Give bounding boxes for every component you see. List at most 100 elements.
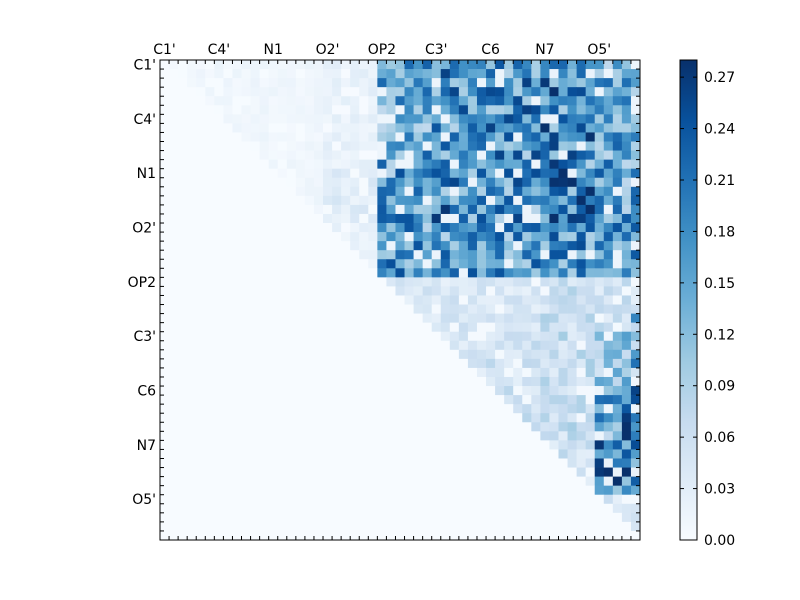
heatmap-cell	[250, 530, 260, 541]
heatmap-cell	[476, 485, 487, 496]
heatmap-cell	[341, 476, 351, 487]
heatmap-cell	[323, 349, 333, 360]
heatmap-cell	[386, 223, 396, 233]
heatmap-cell	[513, 195, 523, 206]
heatmap-cell	[286, 277, 297, 287]
heatmap-cell	[395, 259, 405, 269]
heatmap-cell	[567, 449, 577, 459]
heatmap-cell	[304, 431, 315, 441]
heatmap-cell	[223, 114, 233, 124]
heatmap-cell	[594, 277, 605, 287]
heatmap-cell	[449, 268, 460, 278]
heatmap-cell	[160, 440, 170, 450]
heatmap-cell	[341, 404, 351, 414]
heatmap-cell	[449, 78, 460, 88]
heatmap-cell	[558, 60, 568, 70]
heatmap-cell	[567, 177, 577, 188]
heatmap-cell	[458, 250, 469, 260]
heatmap-cell	[241, 123, 251, 133]
heatmap-cell	[486, 422, 496, 432]
heatmap-cell	[368, 96, 378, 106]
heatmap-cell	[187, 358, 197, 369]
heatmap-cell	[621, 413, 632, 423]
heatmap-cell	[395, 241, 405, 251]
heatmap-cell	[241, 195, 251, 206]
heatmap-cell	[476, 431, 487, 441]
heatmap-cell	[395, 141, 405, 151]
heatmap-cell	[241, 150, 251, 160]
heatmap-cell	[232, 186, 242, 197]
heatmap-cell	[594, 521, 605, 532]
heatmap-cell	[495, 241, 505, 251]
heatmap-cell	[504, 422, 514, 432]
heatmap-cell	[549, 186, 559, 197]
heatmap-cell	[458, 458, 469, 468]
heatmap-cell	[513, 78, 523, 88]
heatmap-cell	[621, 376, 632, 387]
heatmap-cell	[259, 395, 270, 405]
heatmap-cell	[223, 87, 233, 97]
heatmap-cell	[495, 105, 505, 115]
heatmap-cell	[304, 358, 315, 369]
heatmap-cell	[504, 141, 514, 151]
heatmap-cell	[359, 503, 369, 514]
heatmap-cell	[205, 376, 215, 387]
colorbar-tick-label: 0.24	[704, 122, 735, 138]
heatmap-cell	[341, 105, 351, 115]
heatmap-cell	[621, 521, 632, 532]
heatmap-cell	[350, 458, 360, 468]
heatmap-cell	[359, 467, 369, 477]
heatmap-cell	[585, 530, 596, 541]
heatmap-cell	[440, 286, 451, 296]
heatmap-cell	[323, 123, 333, 133]
heatmap-cell	[603, 358, 614, 369]
heatmap-cell	[205, 232, 215, 242]
heatmap-cell	[395, 78, 405, 88]
heatmap-cell	[458, 232, 469, 242]
heatmap-cell	[404, 105, 414, 115]
heatmap-cell	[504, 530, 514, 541]
heatmap-cell	[205, 241, 215, 251]
heatmap-cell	[404, 159, 414, 170]
heatmap-cell	[449, 358, 460, 369]
heatmap-cell	[621, 404, 632, 414]
heatmap-cell	[576, 304, 587, 314]
heatmap-cell	[350, 114, 360, 124]
heatmap-cell	[549, 141, 559, 151]
heatmap-cell	[196, 132, 206, 142]
heatmap-cell	[268, 376, 279, 387]
heatmap-cell	[232, 250, 242, 260]
heatmap-cell	[431, 458, 442, 468]
heatmap-cell	[612, 340, 623, 351]
heatmap-cell	[585, 114, 596, 124]
heatmap-cell	[223, 141, 233, 151]
heatmap-cell	[178, 458, 188, 468]
heatmap-cell	[395, 123, 405, 133]
heatmap-cell	[277, 395, 288, 405]
heatmap-cell	[332, 313, 342, 323]
y-tick-label: C6	[137, 384, 156, 400]
heatmap-cell	[495, 232, 505, 242]
heatmap-cell	[522, 467, 532, 477]
heatmap-cell	[549, 512, 559, 523]
heatmap-cell	[214, 521, 224, 532]
heatmap-cell	[576, 404, 587, 414]
heatmap-cell	[621, 250, 632, 260]
heatmap-cell	[241, 78, 251, 88]
heatmap-cell	[250, 413, 260, 423]
heatmap-cell	[585, 376, 596, 387]
heatmap-cell	[594, 96, 605, 106]
heatmap-cell	[549, 132, 559, 142]
heatmap-cell	[458, 105, 469, 115]
heatmap-cell	[250, 177, 260, 188]
heatmap-cell	[504, 114, 514, 124]
heatmap-cell	[395, 313, 405, 323]
heatmap-cell	[286, 223, 297, 233]
heatmap-cell	[295, 204, 306, 215]
heatmap-cell	[386, 458, 396, 468]
heatmap-cell	[540, 376, 550, 387]
heatmap-cell	[449, 232, 460, 242]
heatmap-cell	[160, 395, 170, 405]
heatmap-cell	[413, 358, 423, 369]
heatmap-cell	[395, 395, 405, 405]
